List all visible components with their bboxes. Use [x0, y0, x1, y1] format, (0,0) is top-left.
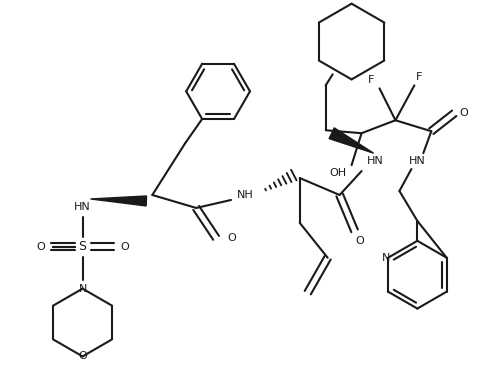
Polygon shape [329, 128, 374, 153]
Text: HN: HN [409, 156, 426, 166]
Text: O: O [460, 108, 468, 118]
Text: NH: NH [237, 190, 253, 200]
Text: N: N [79, 284, 87, 294]
Text: F: F [416, 72, 422, 82]
Text: O: O [120, 242, 129, 252]
Text: F: F [368, 75, 375, 85]
Polygon shape [91, 196, 147, 206]
Text: O: O [36, 242, 45, 252]
Text: OH: OH [330, 168, 347, 178]
Text: HN: HN [74, 202, 91, 212]
Text: S: S [79, 240, 87, 253]
Text: O: O [228, 233, 237, 243]
Text: HN: HN [367, 156, 384, 166]
Text: O: O [355, 236, 364, 246]
Text: O: O [78, 351, 87, 362]
Text: N: N [382, 253, 390, 263]
